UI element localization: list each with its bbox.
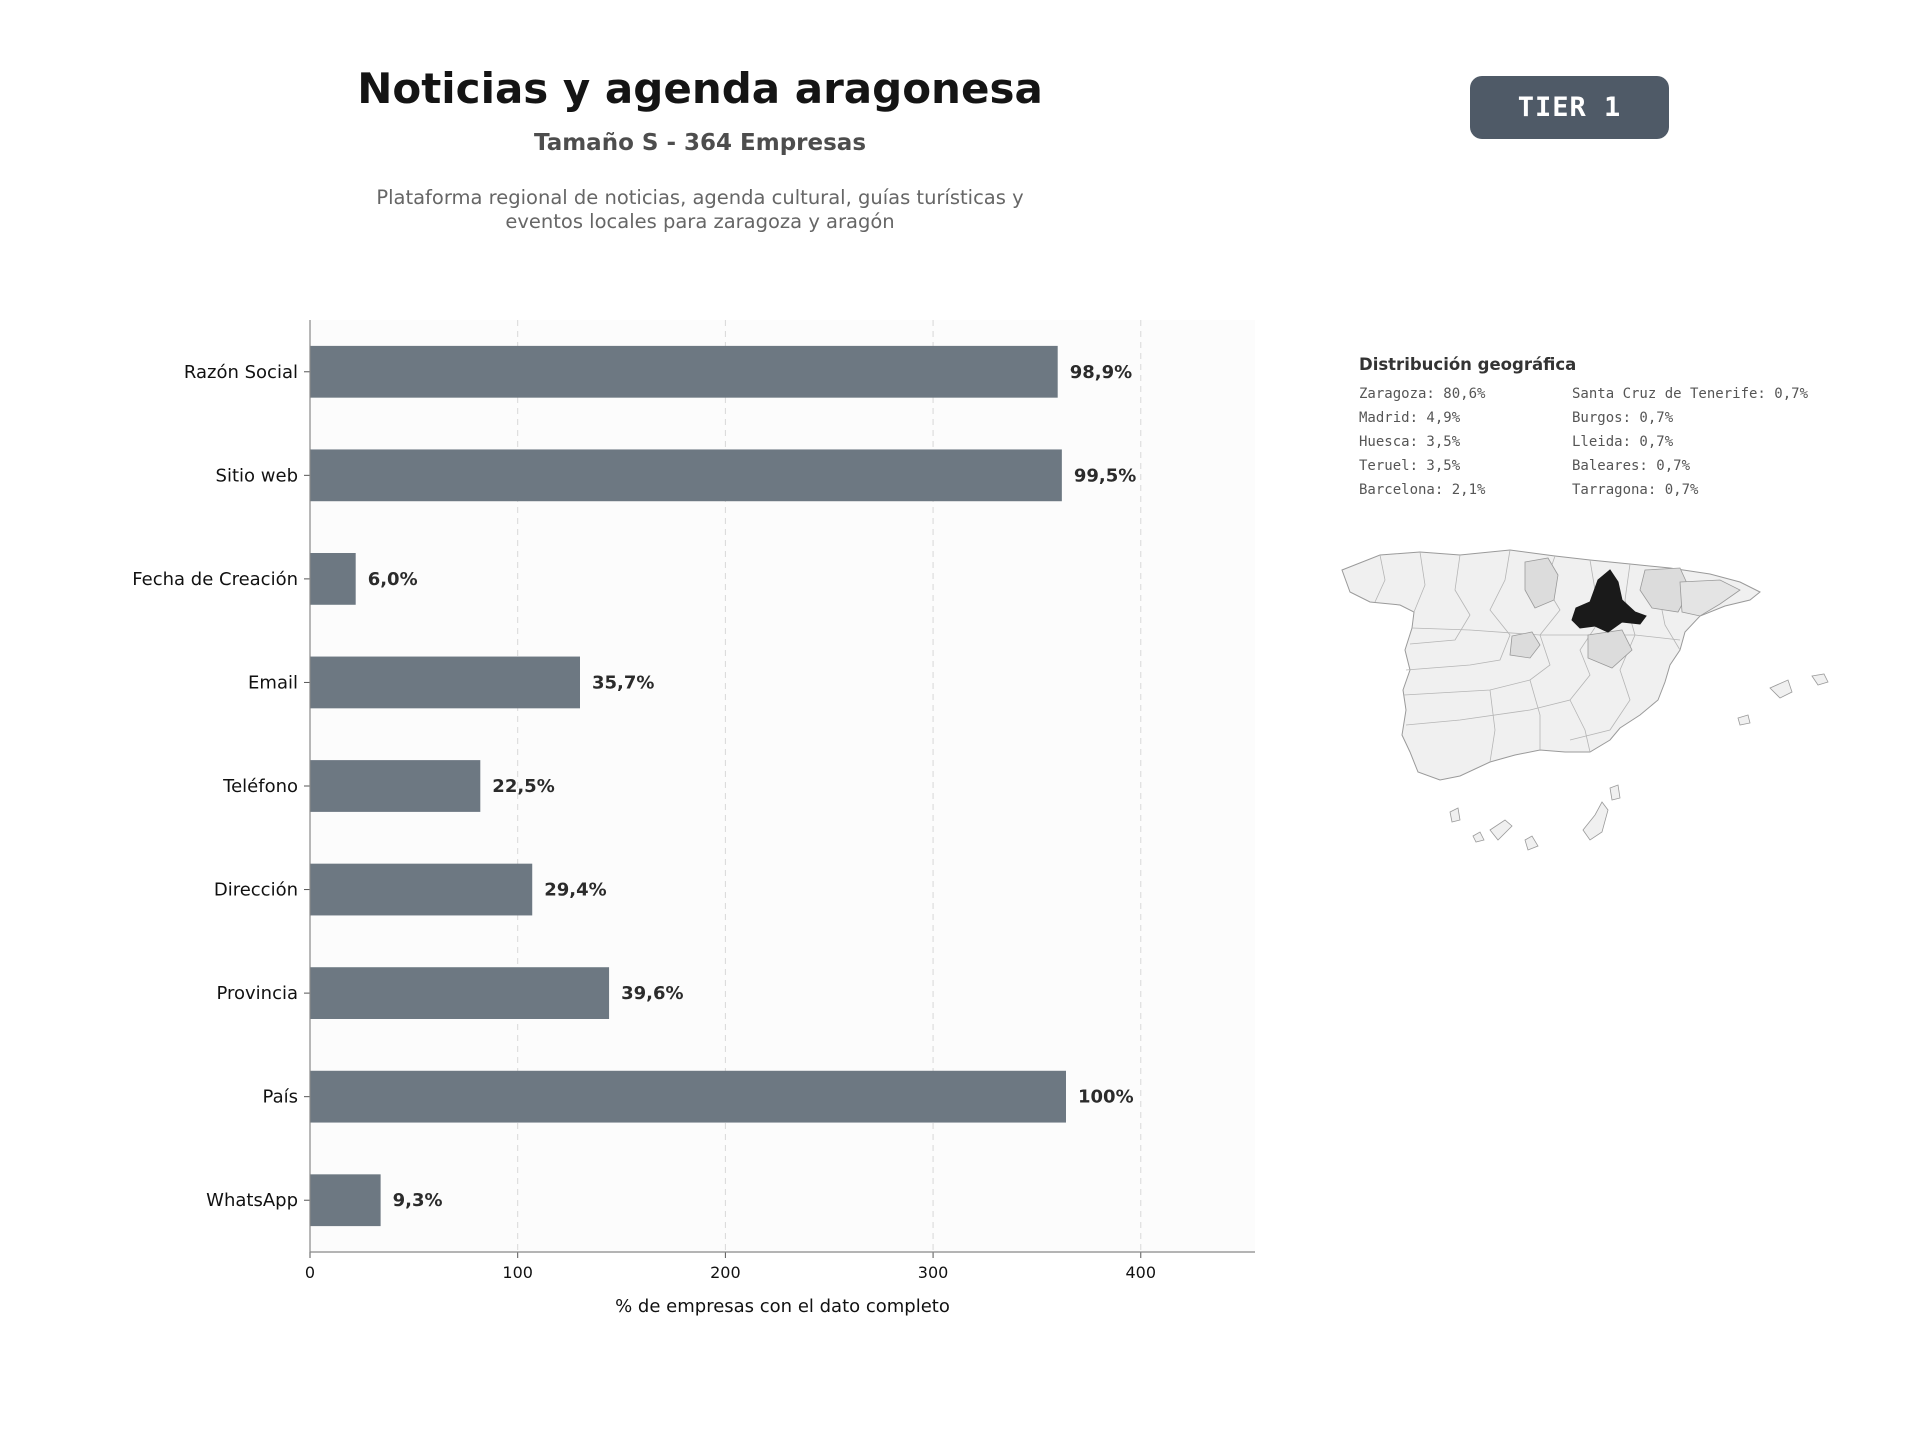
region-teruel	[1587, 629, 1633, 669]
data-label: 35,7%	[592, 672, 654, 693]
page-description: Plataforma regional de noticias, agenda …	[376, 186, 1024, 233]
bar	[310, 1070, 1066, 1123]
page-subtitle: Tamaño S - 364 Empresas	[533, 130, 867, 156]
bar	[310, 656, 580, 709]
region-madrid	[1509, 631, 1541, 659]
y-tick-label: Provincia	[216, 983, 298, 1004]
tier-badge: TIER 1	[1470, 76, 1669, 139]
geo-list: Zaragoza: 80,6% Santa Cruz de Tenerife: …	[1359, 386, 1880, 498]
geo-item: Tarragona: 0,7%	[1572, 482, 1699, 498]
x-tick-label: 300	[918, 1263, 949, 1282]
bar	[310, 449, 1062, 502]
baleares-3	[1737, 714, 1751, 726]
y-tick-label: Fecha de Creación	[132, 569, 298, 590]
canarias	[1449, 784, 1621, 851]
geo-item: Barcelona: 2,1%	[1359, 482, 1486, 498]
geo-item: Santa Cruz de Tenerife: 0,7%	[1572, 386, 1809, 402]
baleares	[1769, 679, 1793, 699]
header: Noticias y agenda aragonesa Tamaño S - 3…	[300, 58, 1100, 234]
geo-item: Baleares: 0,7%	[1572, 458, 1691, 474]
x-tick-label: 100	[502, 1263, 533, 1282]
x-tick-label: 200	[710, 1263, 741, 1282]
y-tick-label: Email	[248, 672, 298, 693]
geo-title: Distribución geográfica	[1359, 355, 1577, 374]
data-label: 22,5%	[492, 776, 554, 797]
y-tick-label: Dirección	[214, 880, 298, 901]
geo-item: Zaragoza: 80,6%	[1359, 386, 1486, 402]
bar	[310, 863, 533, 916]
geo-item: Teruel: 3,5%	[1359, 458, 1461, 474]
bar	[310, 967, 610, 1019]
y-tick-label: Sitio web	[216, 465, 298, 486]
bar	[310, 760, 481, 812]
baleares-2	[1811, 673, 1829, 686]
geo-item: Huesca: 3,5%	[1359, 434, 1461, 450]
data-label: 98,9%	[1070, 362, 1132, 383]
bar	[310, 1174, 381, 1227]
geo-item: Lleida: 0,7%	[1572, 434, 1674, 450]
y-tick-label: Razón Social	[184, 362, 298, 383]
region-burgos	[1524, 557, 1559, 609]
region-zaragoza	[1571, 569, 1647, 633]
data-label: 29,4%	[544, 880, 606, 901]
region-lleida	[1639, 567, 1691, 613]
y-tick-label: WhatsApp	[206, 1190, 298, 1211]
data-label: 100%	[1078, 1087, 1134, 1108]
bar	[310, 553, 356, 605]
x-tick-label: 400	[1125, 1263, 1156, 1282]
data-label: 99,5%	[1074, 465, 1136, 486]
y-tick-label: Teléfono	[222, 776, 298, 797]
bar-chart: 0 100 200 300 400 Razón Social 98,9% Sitio web 9…	[132, 320, 1255, 1317]
x-axis-label: % de empresas con el dato completo	[615, 1296, 950, 1317]
region-barcelona	[1679, 579, 1741, 617]
y-tick-label: País	[263, 1087, 298, 1108]
data-label: 39,6%	[621, 983, 683, 1004]
page-title: Noticias y agenda aragonesa	[357, 64, 1043, 113]
geo-panel: Distribución geográfica Zaragoza: 80,6% …	[1340, 355, 1880, 498]
x-tick-label: 0	[305, 1263, 315, 1282]
spain-map	[1341, 549, 1829, 851]
data-label: 6,0%	[368, 569, 418, 590]
geo-item: Madrid: 4,9%	[1359, 410, 1461, 426]
data-label: 9,3%	[393, 1190, 443, 1211]
geo-item: Burgos: 0,7%	[1572, 410, 1674, 426]
bar	[310, 345, 1058, 398]
